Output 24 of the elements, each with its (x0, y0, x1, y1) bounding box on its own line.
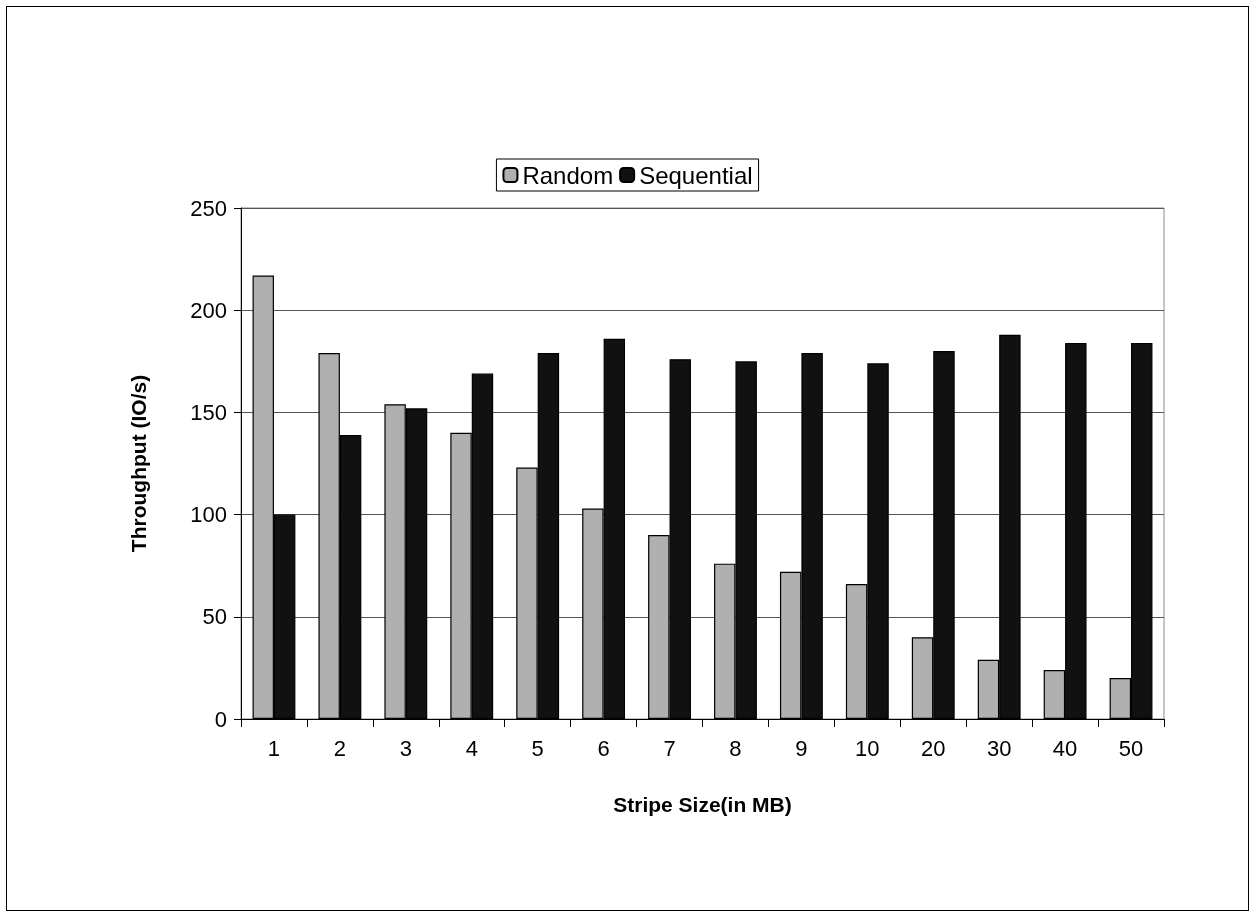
y-tick-label: 0 (214, 706, 227, 732)
x-tick-label: 20 (921, 735, 946, 761)
x-tick-label: 3 (399, 735, 412, 761)
y-tick-label: 50 (202, 604, 227, 630)
x-tick-label: 10 (855, 735, 880, 761)
x-tick-label: 9 (795, 735, 808, 761)
x-axis-title: Stripe Size(in MB) (613, 793, 792, 816)
legend-label: Random (522, 161, 614, 189)
y-tick-label: 250 (190, 195, 227, 221)
x-tick-label: 2 (333, 735, 347, 761)
x-tick-label: 6 (597, 735, 610, 761)
x-tick-label: 1 (267, 735, 281, 761)
legend-label: Sequential (639, 161, 753, 189)
y-tick-label: 100 (190, 502, 227, 528)
x-tick-label: 40 (1052, 735, 1078, 761)
x-tick-label: 7 (663, 735, 676, 761)
x-tick-label: 5 (531, 735, 544, 761)
x-tick-label: 50 (1118, 735, 1144, 761)
x-tick-label: 4 (465, 735, 478, 761)
y-tick-label: 150 (190, 399, 227, 425)
x-tick-label: 8 (729, 735, 742, 761)
y-axis-title: Throughput (IO/s) (127, 374, 150, 553)
x-tick-label: 30 (986, 735, 1012, 761)
y-tick-label: 200 (190, 297, 227, 323)
